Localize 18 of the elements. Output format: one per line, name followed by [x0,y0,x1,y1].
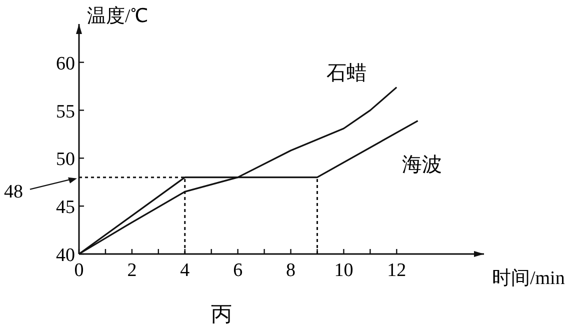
x-tick-label: 0 [74,260,84,281]
x-tick-label: 10 [334,260,354,281]
y-tick-label: 55 [56,101,75,122]
x-tick-label: 4 [180,260,190,281]
y-tick-label: 40 [56,245,75,266]
y-tick-label: 50 [56,149,75,170]
y-tick-label: 60 [56,53,75,74]
x-tick-label: 8 [286,260,296,281]
y-axis-title: 温度/℃ [87,5,148,27]
x-tick-label: 2 [127,260,137,281]
series-label: 石蜡 [326,62,367,84]
y-tick-label: 45 [56,197,75,218]
series-label: 海波 [402,154,442,176]
x-tick-label: 6 [233,260,243,281]
x-axis-title: 时间/min [492,268,566,289]
text: 丙 [211,302,232,326]
x-tick-label: 12 [387,260,406,281]
ref-line-label: 48 [4,181,23,202]
